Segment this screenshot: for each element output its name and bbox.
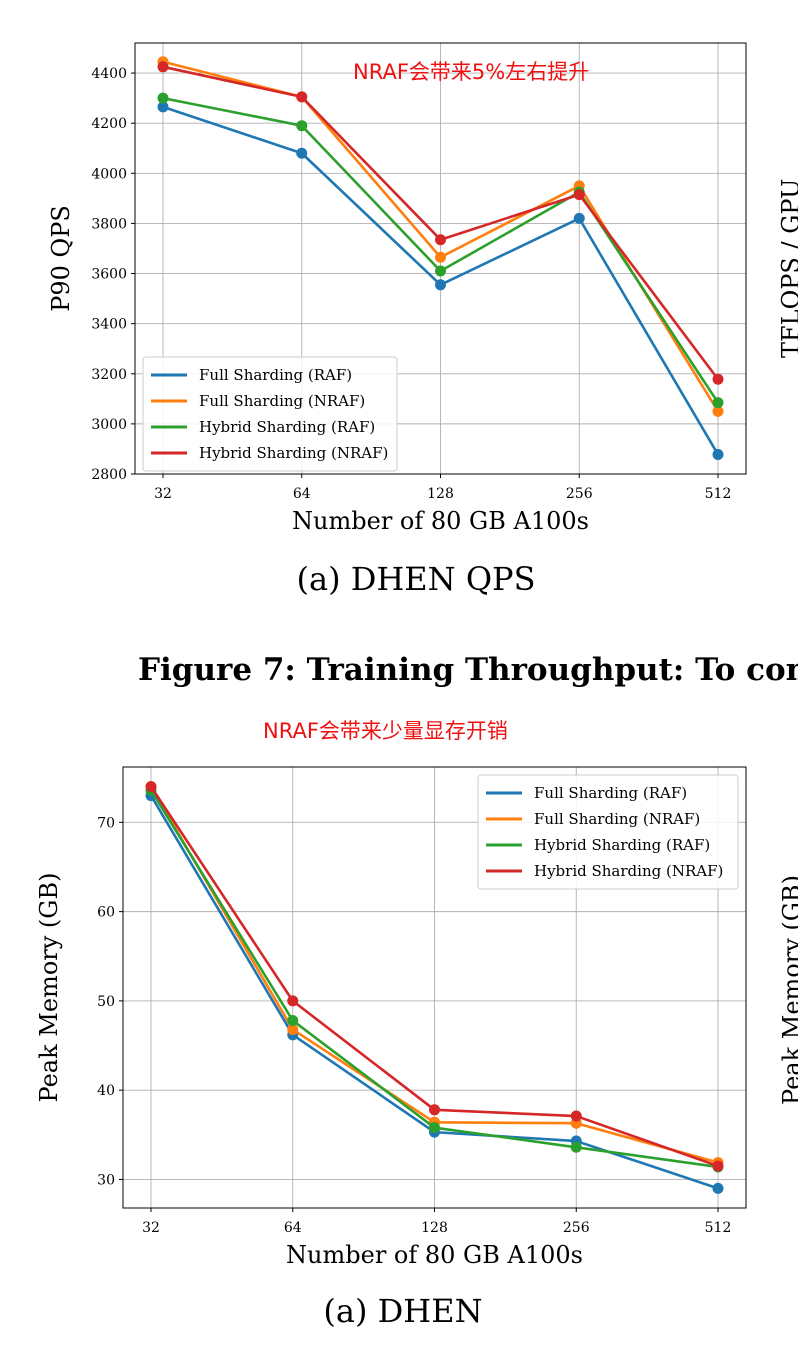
y-tick-label: 3800: [91, 216, 127, 232]
y-tick-label: 30: [97, 1172, 115, 1188]
qps-chart: 2800 3000 3200 3400 3600 3800 4000 4200 4400 32 64…: [0, 0, 798, 545]
x-tick-label: 32: [142, 1220, 160, 1236]
data-point: [145, 781, 157, 793]
y-axis-label: Peak Memory (GB): [35, 873, 63, 1103]
data-point: [712, 1182, 724, 1194]
data-point: [296, 147, 308, 159]
x-tick-label: 32: [154, 486, 172, 502]
memory-chart: 30 40 50 60 70 32 64 128 256 512 Number of 80 GB A…: [0, 760, 798, 1280]
y-axis-label: P90 QPS: [47, 205, 75, 312]
x-tick-label: 128: [427, 486, 454, 502]
data-point: [296, 120, 308, 132]
plot-frame: [134, 42, 747, 475]
legend-label: Hybrid Sharding (NRAF): [534, 862, 723, 880]
data-point: [157, 61, 169, 73]
cropped-neighbor-ylabel-2: Peak Memory (GB): [778, 875, 798, 1105]
data-point: [429, 1104, 440, 1116]
chart-svg: 2800 3000 3200 3400 3600 3800 4000 4200 4400 32 64…: [47, 42, 747, 535]
y-tick-label: 4200: [91, 116, 127, 132]
x-tick-label: 512: [705, 486, 732, 502]
data-point: [296, 91, 308, 103]
y-tick-label: 4400: [91, 66, 127, 82]
data-point: [435, 279, 446, 291]
y-tick-label: 2800: [91, 467, 127, 483]
qps-chart-caption: (a) DHEN QPS: [296, 560, 536, 598]
data-point: [287, 1023, 299, 1035]
legend-label: Full Sharding (NRAF): [199, 392, 365, 410]
legend-label: Hybrid Sharding (RAF): [199, 418, 375, 436]
memory-annotation: NRAF会带来少量显存开销: [263, 719, 508, 743]
data-point: [287, 1015, 299, 1027]
x-tick-label: 128: [421, 1220, 448, 1236]
x-tick-label: 64: [284, 1220, 302, 1236]
data-point: [287, 995, 299, 1007]
legend-label: Full Sharding (RAF): [199, 366, 352, 384]
x-axis-label: Number of 80 GB A100s: [286, 1241, 583, 1269]
y-tick-label: 40: [97, 1083, 115, 1099]
chart-annotation: NRAF会带来5%左右提升: [353, 60, 589, 84]
memory-chart-caption: (a) DHEN: [323, 1292, 483, 1330]
x-tick-label: 256: [563, 1220, 590, 1236]
x-axis-label: Number of 80 GB A100s: [292, 507, 589, 535]
data-point: [573, 212, 585, 224]
legend-label: Full Sharding (NRAF): [534, 810, 700, 828]
y-tick-label: 3600: [91, 267, 127, 283]
data-point: [435, 234, 446, 246]
data-point: [712, 1160, 724, 1172]
data-point: [429, 1122, 440, 1134]
data-point: [435, 251, 446, 263]
plot-frame: [122, 766, 747, 1209]
legend-box: [477, 774, 739, 890]
data-point: [712, 397, 724, 409]
x-tick-label: 512: [705, 1220, 732, 1236]
legend-label: Hybrid Sharding (RAF): [534, 836, 710, 854]
figure-caption: Figure 7: Training Throughput: To con: [138, 652, 798, 688]
data-point: [712, 405, 724, 417]
data-point: [712, 448, 724, 460]
y-tick-label: 3200: [91, 367, 127, 383]
y-tick-label: 4000: [91, 166, 127, 182]
data-point: [570, 1110, 582, 1122]
y-tick-label: 50: [97, 994, 115, 1010]
data-point: [712, 373, 724, 385]
y-tick-label: 3400: [91, 317, 127, 333]
chart-svg: 30 40 50 60 70 32 64 128 256 512 Number of 80 GB A…: [35, 766, 747, 1269]
legend-label: Hybrid Sharding (NRAF): [199, 444, 388, 462]
y-tick-label: 3000: [91, 417, 127, 433]
y-tick-label: 60: [97, 905, 115, 921]
legend: Full Sharding (RAF) Full Sharding (NRAF) H…: [477, 774, 739, 890]
data-point: [573, 189, 585, 201]
x-tick-label: 64: [293, 486, 311, 502]
cropped-neighbor-ylabel-1: TFLOPS / GPU: [777, 178, 798, 358]
legend: Full Sharding (RAF) Full Sharding (NRAF) H…: [142, 356, 398, 472]
legend-box: [142, 356, 398, 472]
y-tick-label: 70: [97, 815, 115, 831]
legend-label: Full Sharding (RAF): [534, 784, 687, 802]
data-point: [157, 101, 169, 113]
data-point: [570, 1141, 582, 1153]
data-point: [435, 265, 446, 277]
x-tick-label: 256: [566, 486, 593, 502]
data-point: [157, 92, 169, 104]
